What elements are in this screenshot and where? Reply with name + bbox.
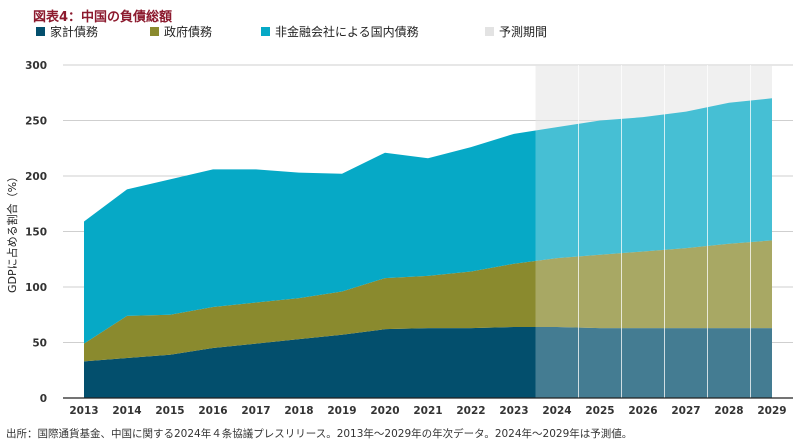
- x-tick-2014: 2014: [112, 405, 141, 417]
- legend-swatch-corporate: [261, 27, 270, 36]
- x-tick-2017: 2017: [241, 405, 270, 417]
- y-tick-300: 300: [25, 60, 47, 72]
- x-tick-2027: 2027: [671, 405, 700, 417]
- y-tick-250: 250: [25, 116, 47, 128]
- x-tick-2018: 2018: [284, 405, 313, 417]
- legend-swatch-forecast: [485, 27, 494, 36]
- y-tick-0: 0: [40, 393, 47, 405]
- legend-label-household: 家計債務: [50, 25, 99, 39]
- x-tick-2023: 2023: [499, 405, 528, 417]
- x-tick-2021: 2021: [413, 405, 442, 417]
- y-tick-100: 100: [25, 282, 47, 294]
- area-series-1: [84, 240, 772, 362]
- legend-item-corporate: 非金融会社による国内債務: [261, 23, 419, 40]
- legend-label-forecast: 予測期間: [499, 25, 548, 39]
- x-tick-2025: 2025: [585, 405, 614, 417]
- x-tick-2028: 2028: [714, 405, 743, 417]
- x-tick-2013: 2013: [69, 405, 98, 417]
- area-series-0: [84, 326, 772, 398]
- x-tick-2015: 2015: [155, 405, 184, 417]
- y-tick-200: 200: [25, 171, 47, 183]
- legend-swatch-government: [150, 27, 159, 36]
- forecast-overlay: [535, 65, 772, 398]
- legend-swatch-household: [36, 27, 45, 36]
- legend-label-corporate: 非金融会社による国内債務: [275, 25, 419, 39]
- legend-label-government: 政府債務: [164, 25, 213, 39]
- y-axis-label: GDPに占める割合（%）: [5, 171, 19, 293]
- x-tick-2022: 2022: [456, 405, 485, 417]
- source-note: 出所：国際通貨基金、中国に関する2024年４条協議プレスリリース。2013年〜2…: [6, 428, 633, 440]
- x-tick-2020: 2020: [370, 405, 399, 417]
- legend-item-household: 家計債務: [36, 23, 98, 40]
- y-tick-50: 50: [32, 338, 47, 350]
- chart-title: 図表4：中国の負債総額: [33, 10, 173, 25]
- x-tick-2029: 2029: [757, 405, 786, 417]
- x-tick-2016: 2016: [198, 405, 227, 417]
- x-tick-2026: 2026: [628, 405, 657, 417]
- y-tick-150: 150: [25, 227, 47, 239]
- legend-item-forecast: 予測期間: [485, 23, 547, 40]
- area-series-2: [84, 98, 772, 344]
- x-tick-2024: 2024: [542, 405, 571, 417]
- legend-item-government: 政府債務: [150, 23, 212, 40]
- x-tick-2019: 2019: [327, 405, 356, 417]
- legend: 家計債務 政府債務 非金融会社による国内債務 予測期間: [0, 23, 800, 41]
